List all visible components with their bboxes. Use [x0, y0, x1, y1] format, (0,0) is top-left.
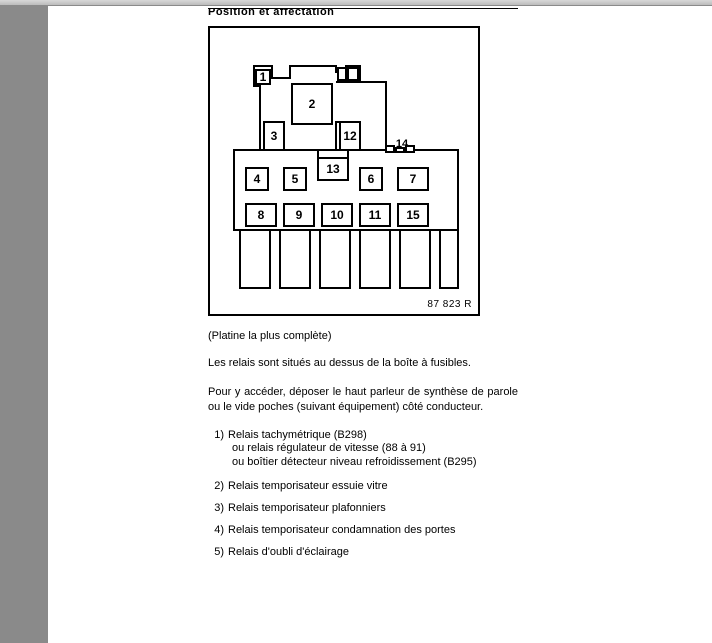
legend-item-number: 1) [208, 429, 228, 441]
legend-item-text: Relais tachymétrique (B298) [228, 429, 518, 441]
relay-diagram: 123124513678910111514 87 823 R [208, 26, 480, 316]
svg-text:13: 13 [326, 162, 340, 176]
legend-item-text: Relais temporisateur condamnation des po… [228, 524, 518, 536]
legend-item-text: Relais temporisateur essuie vitre [228, 480, 518, 492]
diagram-caption: (Platine la plus complète) [208, 330, 518, 342]
content-column: Position et affectation 1231245136789101… [208, 6, 518, 558]
section-title: Position et affectation [208, 8, 518, 22]
legend-item: 5)Relais d'oubli d'éclairage [208, 546, 518, 558]
document-page: Position et affectation 1231245136789101… [48, 6, 712, 643]
svg-text:10: 10 [330, 208, 344, 222]
svg-text:9: 9 [296, 208, 303, 222]
legend-item-subtext: ou boîtier détecteur niveau refroidissem… [208, 455, 518, 470]
svg-text:5: 5 [292, 172, 299, 186]
svg-text:2: 2 [309, 97, 316, 111]
relay-legend-list: 1)Relais tachymétrique (B298)ou relais r… [208, 429, 518, 559]
diagram-reference: 87 823 R [427, 299, 472, 310]
legend-item: 1)Relais tachymétrique (B298) [208, 429, 518, 441]
scrollbar-gutter [0, 0, 48, 643]
svg-text:6: 6 [368, 172, 375, 186]
svg-text:14: 14 [396, 138, 409, 150]
svg-text:3: 3 [271, 129, 278, 143]
svg-text:7: 7 [410, 172, 417, 186]
legend-item-text: Relais d'oubli d'éclairage [228, 546, 518, 558]
legend-item-number: 2) [208, 480, 228, 492]
legend-item-number: 4) [208, 524, 228, 536]
paragraph-location: Les relais sont situés au dessus de la b… [208, 356, 518, 371]
legend-item-subtext: ou relais régulateur de vitesse (88 à 91… [208, 441, 518, 456]
legend-item-number: 3) [208, 502, 228, 514]
relay-diagram-svg: 123124513678910111514 [210, 28, 482, 318]
legend-item: 3)Relais temporisateur plafonniers [208, 502, 518, 514]
svg-text:12: 12 [343, 129, 357, 143]
legend-item-text: Relais temporisateur plafonniers [228, 502, 518, 514]
legend-item: 4)Relais temporisateur condamnation des … [208, 524, 518, 536]
svg-text:4: 4 [254, 172, 261, 186]
legend-item: 2)Relais temporisateur essuie vitre [208, 480, 518, 492]
svg-text:8: 8 [258, 208, 265, 222]
legend-item-number: 5) [208, 546, 228, 558]
svg-text:15: 15 [406, 208, 420, 222]
svg-text:11: 11 [369, 208, 382, 222]
section-title-text: Position et affectation [208, 8, 334, 18]
paragraph-access: Pour y accéder, déposer le haut parleur … [208, 385, 518, 415]
svg-text:1: 1 [260, 70, 267, 84]
